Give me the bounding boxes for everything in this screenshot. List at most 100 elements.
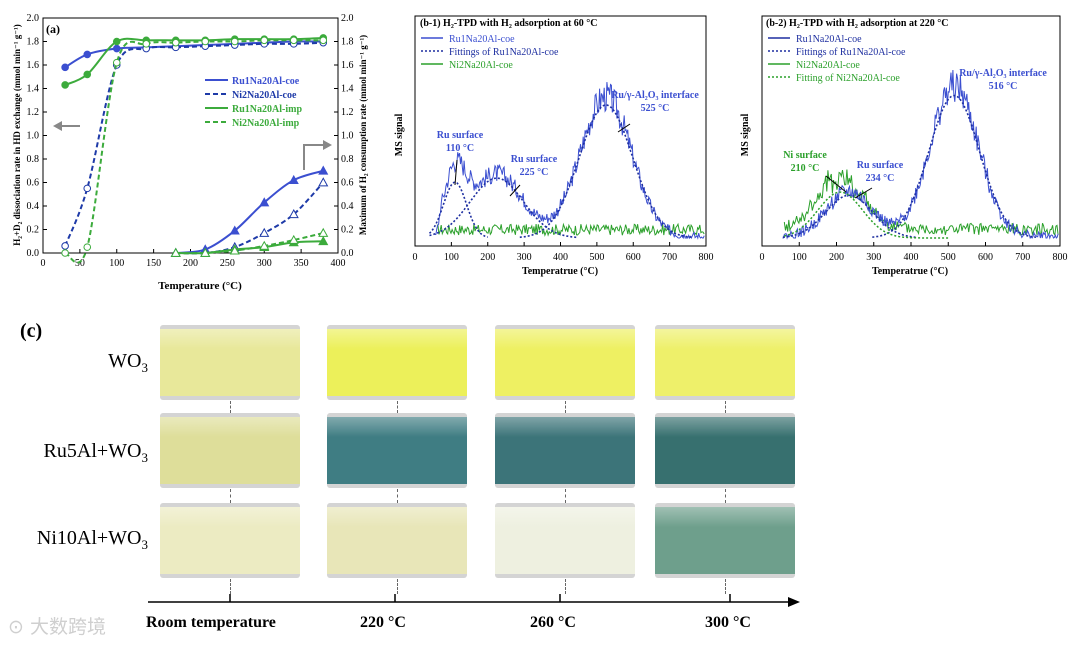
sample-tile-1-2 <box>495 413 635 488</box>
watermark-text: 大数跨境 <box>29 616 106 638</box>
data-point <box>61 81 69 89</box>
data-point <box>112 44 121 53</box>
annotation-label-1: Ru surface <box>511 154 558 165</box>
tile-to-axis-connector <box>397 579 398 594</box>
y-tick-label-left: 0.4 <box>27 201 40 212</box>
temp-label-1: 220 °C <box>360 614 406 631</box>
legend-label-3: Ni2Na20Al-imp <box>232 118 300 129</box>
data-point <box>318 165 329 175</box>
y-tick-label-left: 1.2 <box>27 107 40 118</box>
data-point <box>83 243 92 251</box>
data-point <box>229 245 240 255</box>
temperature-axis <box>148 594 800 607</box>
panel-a-xlabel: Temperature (°C) <box>158 280 242 292</box>
panel-a-ylabel-right: Maximum of H₂ consumption rate (mmol min… <box>358 35 368 235</box>
annotation-arrow-0 <box>825 175 847 193</box>
tile-connector <box>725 401 726 413</box>
panel-b2-title: (b-2) H₂-TPD with H₂ adsorption at 220 °… <box>766 18 949 29</box>
sample-tile-0-2 <box>495 325 635 400</box>
annotation-arrow-0 <box>454 159 458 186</box>
temp-label-0: Room temperature <box>146 614 276 631</box>
panel-b1-title: (b-1) H₂-TPD with H₂ adsorption at 60 °C <box>420 18 598 29</box>
legend-label-3: Fitting of Ni2Na20Al-coe <box>796 73 900 84</box>
x-tick-label: 0 <box>41 258 46 269</box>
fitting-curve-0 <box>428 181 489 238</box>
data-point <box>288 234 299 244</box>
data-point <box>318 177 329 187</box>
x-tick-label: 700 <box>662 252 677 263</box>
y-tick-label-right: 1.6 <box>341 60 354 71</box>
data-point <box>61 63 69 72</box>
x-tick-label: 500 <box>589 252 604 263</box>
data-point <box>61 249 69 257</box>
series-line-1 <box>64 41 324 247</box>
panel-c-row-label-0: WO3 <box>108 350 148 375</box>
x-tick-label: 100 <box>444 252 459 263</box>
panel-b2-chart: (b-2) H₂-TPD with H₂ adsorption at 220 °… <box>740 15 1068 277</box>
panel-c-label: (c) <box>20 320 43 342</box>
x-tick-label: 600 <box>978 252 993 263</box>
annotation-arrow-1 <box>854 187 873 199</box>
y-tick-label-left: 1.0 <box>27 131 40 142</box>
y-tick-label-right: 0.0 <box>341 248 354 259</box>
panel-b2-xlabel: Temperatrue (°C) <box>872 266 948 277</box>
y-tick-label-right: 1.4 <box>341 84 354 95</box>
series-line-3 <box>64 39 324 264</box>
annotation-value-2: 516 °C <box>989 81 1018 92</box>
y-tick-label-right: 2.0 <box>341 13 354 24</box>
annotation-label-1: Ru surface <box>857 160 904 171</box>
annotation-value-0: 110 °C <box>446 143 474 154</box>
data-point <box>259 240 270 250</box>
tile-connector <box>397 401 398 413</box>
data-point <box>142 40 151 48</box>
fitting-curve-2 <box>519 104 692 239</box>
x-tick-label: 200 <box>183 258 198 269</box>
ni-fitting-curve <box>784 191 949 239</box>
tile-connector <box>725 489 726 503</box>
tile-connector <box>565 489 566 503</box>
y-tick-label-left: 1.4 <box>27 84 40 95</box>
tile-connector <box>565 401 566 413</box>
tile-connector <box>230 489 231 503</box>
data-point <box>171 38 180 47</box>
tile-to-axis-connector <box>725 579 726 594</box>
x-tick-label: 50 <box>75 258 85 269</box>
data-point <box>288 174 299 185</box>
x-tick-label: 350 <box>294 258 309 269</box>
panel-b2-ylabel: MS signal <box>740 114 751 157</box>
x-tick-label: 800 <box>699 252 714 263</box>
temp-label-3: 300 °C <box>705 614 751 631</box>
data-point <box>259 227 270 237</box>
panel-b1-ylabel: MS signal <box>394 114 405 157</box>
annotation-label-2: Ru/γ-Al₂O₃ interface <box>959 68 1047 79</box>
watermark: ⊙ 大数跨境 <box>8 612 106 639</box>
ru-signal-line <box>782 69 1059 240</box>
legend-label-2: Ni2Na20Al-coe <box>449 60 513 71</box>
data-point <box>289 36 298 45</box>
legend-label-1: Fittings of Ru1Na20Al-coe <box>449 47 559 58</box>
panel-a-chart: (a) Temperature (°C) H₂+D₂ dissociation … <box>12 13 368 292</box>
data-point <box>259 197 270 207</box>
data-point <box>260 36 269 45</box>
ni-signal-line <box>783 169 1059 237</box>
series-line-0 <box>64 40 324 69</box>
legend-label-1: Fittings of Ru1Na20Al-coe <box>796 47 906 58</box>
data-point <box>318 227 329 237</box>
data-point <box>319 36 328 45</box>
x-tick-label: 200 <box>829 252 844 263</box>
x-tick-label: 0 <box>413 252 418 263</box>
sample-tile-0-1 <box>327 325 467 400</box>
x-tick-label: 300 <box>257 258 272 269</box>
y-tick-label-left: 0.8 <box>27 154 40 165</box>
legend-label-0: Ru1Na20Al-coe <box>796 34 862 45</box>
sample-tile-2-3 <box>655 503 795 578</box>
legend-label-2: Ni2Na20Al-coe <box>796 60 860 71</box>
fitting-curve-0 <box>782 194 916 238</box>
fitting-curve-1 <box>429 177 577 239</box>
sample-tile-2-2 <box>495 503 635 578</box>
y-tick-label-left: 0.0 <box>27 248 40 259</box>
x-tick-label: 400 <box>904 252 919 263</box>
legend-label-0: Ru1Na20Al-coe <box>232 76 300 87</box>
x-tick-label: 600 <box>626 252 641 263</box>
x-tick-label: 700 <box>1015 252 1030 263</box>
